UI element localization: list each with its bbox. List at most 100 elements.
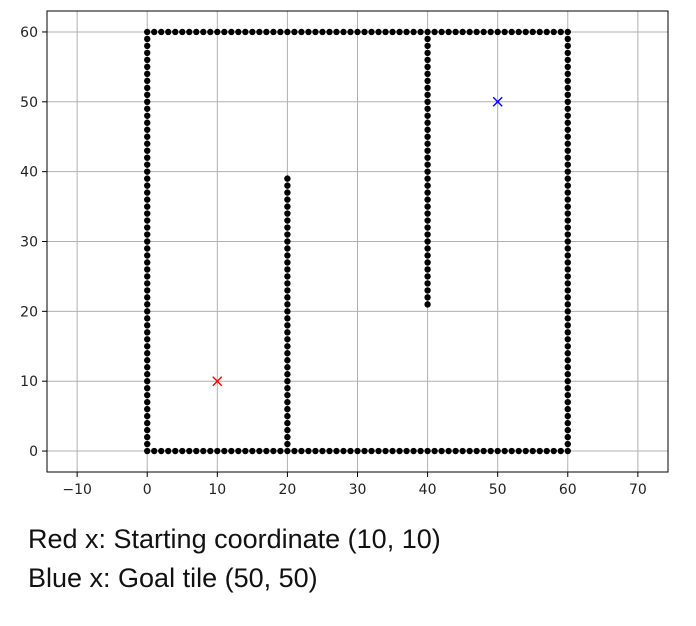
wall-point: [564, 343, 571, 350]
wall-point: [284, 343, 291, 350]
wall-point: [564, 126, 571, 133]
wall-point: [144, 419, 151, 427]
wall-point: [424, 294, 431, 301]
wall-point: [158, 28, 165, 36]
wall-point: [564, 329, 571, 336]
wall-point: [389, 447, 396, 455]
wall-point: [214, 28, 221, 36]
wall-point: [557, 447, 564, 455]
wall-point: [424, 70, 431, 78]
x-marker: [212, 376, 223, 387]
wall-point: [564, 63, 571, 71]
wall-point: [396, 28, 403, 36]
wall-point: [564, 357, 571, 364]
wall-point: [564, 147, 571, 154]
wall-point: [291, 447, 298, 455]
wall-point: [144, 224, 151, 231]
wall-point: [284, 426, 291, 434]
coordinate-markers: [212, 96, 503, 387]
wall-point: [249, 447, 256, 455]
wall-point: [424, 98, 431, 106]
wall-point: [564, 98, 571, 106]
wall-point: [144, 329, 151, 336]
wall-point: [186, 447, 193, 455]
wall-point: [564, 447, 571, 455]
wall-point: [249, 28, 256, 36]
wall-point: [564, 56, 571, 64]
wall-point: [221, 447, 228, 455]
wall-point: [564, 140, 571, 147]
wall-point: [410, 28, 417, 36]
wall-point: [333, 28, 340, 36]
y-tick-label: 40: [20, 165, 38, 181]
wall-point: [284, 357, 291, 364]
wall-point: [340, 447, 347, 455]
wall-point: [144, 147, 151, 154]
axis-ticks: −10 0 10 20 30 40 50 60 70 0 10 20 30 40 50 60: [20, 25, 647, 498]
wall-point: [256, 28, 263, 36]
wall-point: [284, 175, 291, 182]
wall-point: [284, 238, 291, 245]
wall-point: [424, 84, 431, 92]
wall-point: [284, 273, 291, 280]
wall-point: [522, 28, 529, 36]
wall-point: [501, 447, 508, 455]
wall-point: [424, 231, 431, 238]
wall-point: [151, 28, 158, 36]
wall-point: [564, 405, 571, 413]
wall-point: [144, 364, 151, 371]
wall-point: [550, 28, 557, 36]
wall-point: [445, 447, 452, 455]
wall-point: [172, 447, 179, 455]
wall-point: [564, 322, 571, 329]
wall-point: [564, 49, 571, 57]
wall-point: [144, 112, 151, 119]
wall-point: [564, 28, 571, 36]
wall-point: [144, 287, 151, 294]
wall-point: [144, 119, 151, 126]
wall-point: [564, 398, 571, 406]
wall-point: [375, 447, 382, 455]
wall-point: [144, 175, 151, 182]
wall-point: [466, 447, 473, 455]
x-tick-label: 50: [489, 482, 507, 498]
wall-point: [494, 447, 501, 455]
wall-point: [144, 350, 151, 357]
wall-point: [144, 398, 151, 406]
wall-point: [277, 28, 284, 36]
wall-point: [144, 126, 151, 133]
wall-point: [284, 405, 291, 413]
wall-point: [564, 252, 571, 259]
wall-point: [564, 273, 571, 280]
wall-point: [564, 245, 571, 252]
y-tick-label: 20: [20, 304, 38, 320]
wall-point: [564, 301, 571, 308]
wall-point: [298, 447, 305, 455]
wall-point: [564, 161, 571, 168]
wall-point: [564, 42, 571, 50]
wall-point: [144, 91, 151, 99]
wall-point: [424, 35, 431, 43]
x-tick-label: 60: [559, 482, 577, 498]
wall-point: [403, 28, 410, 36]
wall-point: [326, 28, 333, 36]
wall-point: [284, 398, 291, 406]
wall-point: [144, 84, 151, 92]
wall-point: [144, 391, 151, 399]
wall-point: [438, 447, 445, 455]
wall-point: [564, 238, 571, 245]
wall-point: [291, 28, 298, 36]
wall-point: [424, 133, 431, 140]
wall-point: [284, 447, 291, 455]
x-tick-label: 20: [278, 482, 296, 498]
wall-point: [284, 419, 291, 427]
wall-point: [263, 447, 270, 455]
wall-point: [564, 133, 571, 140]
wall-point: [284, 294, 291, 301]
x-tick-label: 40: [419, 482, 437, 498]
wall-point: [284, 210, 291, 217]
wall-point: [144, 182, 151, 189]
wall-point: [564, 384, 571, 392]
wall-point: [564, 336, 571, 343]
wall-point: [144, 308, 151, 315]
